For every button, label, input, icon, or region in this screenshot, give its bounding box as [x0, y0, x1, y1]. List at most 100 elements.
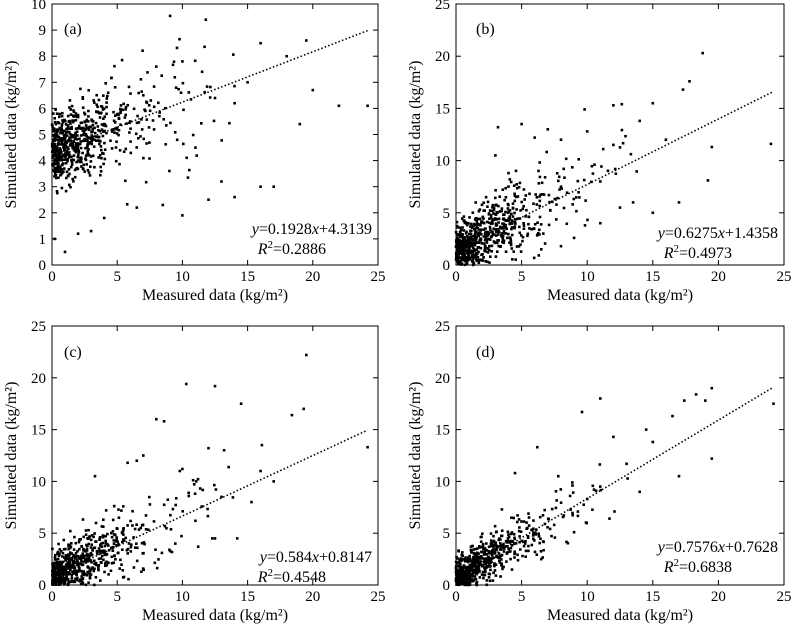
data-point: [490, 544, 493, 547]
data-point: [57, 164, 60, 167]
data-point: [538, 228, 541, 232]
data-point: [481, 542, 485, 546]
data-point: [200, 122, 203, 125]
data-point: [137, 121, 141, 124]
data-point: [93, 126, 96, 130]
x-tick-label: 20: [711, 269, 726, 285]
data-point: [76, 558, 79, 562]
data-point: [479, 540, 483, 543]
data-point: [94, 563, 98, 567]
data-point: [514, 195, 518, 199]
data-point: [66, 561, 69, 564]
data-point: [508, 217, 512, 221]
data-point: [59, 127, 63, 131]
data-point: [205, 85, 209, 88]
data-point: [502, 542, 505, 546]
data-point: [471, 574, 474, 578]
data-point: [157, 101, 160, 105]
data-point: [78, 124, 81, 128]
data-point: [259, 185, 262, 188]
data-point: [81, 97, 85, 100]
data-point: [83, 170, 86, 173]
data-point: [472, 224, 475, 228]
data-point: [187, 494, 191, 498]
data-point: [531, 528, 535, 531]
data-point: [172, 60, 176, 63]
data-point: [462, 236, 466, 239]
data-point: [474, 547, 477, 551]
data-point: [70, 125, 73, 129]
data-point: [70, 163, 74, 166]
data-point: [84, 572, 87, 576]
data-point: [478, 546, 481, 549]
data-point: [490, 244, 494, 248]
data-point: [625, 462, 628, 466]
data-point: [70, 542, 73, 545]
data-point: [580, 410, 584, 414]
data-point: [593, 163, 596, 166]
x-tick-label: 20: [305, 269, 320, 285]
data-point: [87, 126, 91, 129]
data-point: [82, 535, 85, 539]
data-point: [516, 217, 519, 220]
data-point: [100, 549, 104, 553]
data-point: [525, 527, 528, 530]
data-point: [465, 579, 468, 583]
data-point: [620, 128, 624, 132]
data-point: [57, 158, 61, 162]
data-point: [69, 136, 72, 139]
data-point: [467, 249, 470, 252]
data-point: [456, 260, 460, 264]
fit-equation-part: x: [311, 549, 319, 566]
data-point: [60, 123, 64, 126]
data-point: [115, 126, 119, 130]
x-tick-label: 5: [113, 269, 121, 285]
data-point: [200, 505, 204, 508]
data-point: [488, 209, 492, 212]
data-point: [586, 218, 589, 222]
data-point: [81, 167, 85, 170]
data-point: [477, 565, 481, 568]
data-point: [556, 196, 559, 200]
data-point: [124, 536, 127, 540]
r-squared-exp: 2: [673, 243, 679, 255]
data-point: [532, 537, 535, 541]
data-point: [114, 114, 117, 117]
data-point: [52, 112, 55, 115]
data-point: [123, 116, 127, 119]
data-point: [477, 566, 480, 570]
data-point: [479, 223, 482, 226]
y-tick-label: 8: [39, 49, 47, 65]
data-point: [460, 582, 463, 585]
data-point: [504, 186, 507, 190]
data-point: [129, 140, 132, 143]
fit-equation-part: =0.584: [267, 549, 312, 566]
data-point: [485, 558, 488, 562]
data-point: [710, 145, 714, 149]
data-point: [64, 563, 68, 566]
fit-equation-part: x: [717, 225, 725, 242]
data-point: [461, 577, 464, 580]
data-point: [468, 554, 471, 558]
data-point: [79, 158, 82, 162]
data-point: [456, 258, 460, 261]
data-point: [87, 528, 90, 532]
data-point: [470, 235, 473, 239]
data-point: [220, 495, 223, 499]
data-point: [584, 199, 587, 202]
fit-line: [455, 386, 774, 578]
data-point: [513, 536, 516, 540]
data-point: [101, 535, 105, 539]
data-point: [520, 122, 523, 126]
data-point: [82, 570, 85, 573]
data-point: [475, 248, 479, 251]
fit-equation-part: =0.6275: [665, 225, 718, 242]
data-point: [103, 129, 106, 133]
data-point: [474, 240, 478, 244]
data-point: [460, 217, 464, 220]
data-point: [491, 579, 495, 582]
x-tick-label: 20: [305, 589, 320, 605]
data-point: [72, 119, 76, 123]
data-point: [455, 564, 458, 568]
y-tick-label: 20: [435, 371, 450, 387]
